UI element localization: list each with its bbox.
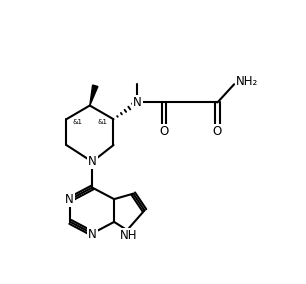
Text: &1: &1 <box>98 119 108 125</box>
Text: N: N <box>88 155 97 168</box>
Polygon shape <box>90 85 98 106</box>
Text: N: N <box>65 193 74 206</box>
Text: NH: NH <box>120 229 137 242</box>
Text: O: O <box>213 125 222 138</box>
Text: &1: &1 <box>72 119 82 125</box>
Text: O: O <box>159 125 169 138</box>
Text: N: N <box>88 227 97 241</box>
Text: NH₂: NH₂ <box>236 75 258 88</box>
Text: N: N <box>133 96 142 109</box>
